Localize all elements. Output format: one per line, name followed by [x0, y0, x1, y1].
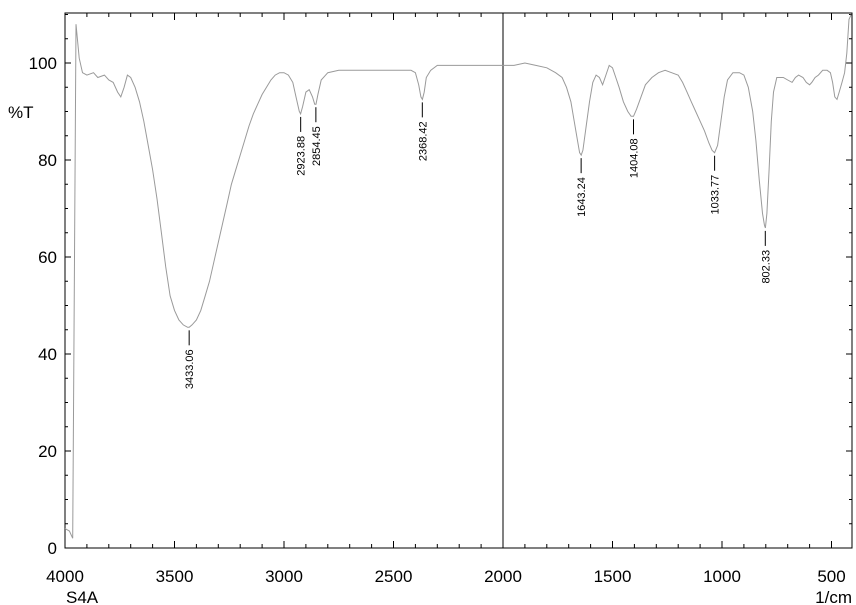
peak-label: 2854.45 [311, 126, 323, 166]
x-tick-label: 3500 [156, 567, 194, 586]
peak-label: 2368.42 [417, 121, 429, 161]
peak-marker: 1033.77 [710, 155, 722, 215]
x-tick-label: 500 [817, 567, 845, 586]
peak-marker: 1643.24 [576, 158, 588, 217]
peak-labels: 3433.06 2923.88 2854.45 2368.42 1643.24 1404.… [184, 102, 772, 389]
peak-marker: 2368.42 [417, 102, 429, 161]
x-tick-label: 4000 [46, 567, 84, 586]
peak-label: 3433.06 [184, 349, 196, 389]
x-tick-label: 3000 [265, 567, 303, 586]
y-tick-label: 0 [48, 539, 57, 558]
y-tick-label: 100 [29, 54, 57, 73]
peak-marker: 2923.88 [296, 116, 308, 176]
plot-frame [64, 12, 853, 549]
peak-marker: 1404.08 [629, 119, 641, 178]
y-tick-label: 20 [38, 442, 57, 461]
x-tick-label: 1000 [703, 567, 741, 586]
peak-label: 802.33 [760, 250, 772, 284]
spectrum-series-line [64, 14, 852, 539]
y-tick-label: 60 [38, 248, 57, 267]
peak-label: 2923.88 [296, 136, 308, 176]
peak-label: 1404.08 [629, 138, 641, 178]
peak-label: 1033.77 [710, 175, 722, 215]
peak-marker: 802.33 [760, 230, 772, 284]
x-axis-ticks: 4000 3500 3000 2500 2000 1500 1000 500 [46, 13, 846, 586]
x-axis-label: 1/cm [815, 588, 852, 605]
x-tick-label: 2000 [484, 567, 522, 586]
y-axis-label: %T [8, 103, 34, 122]
y-tick-label: 40 [38, 345, 57, 364]
peak-label: 1643.24 [576, 177, 588, 217]
peak-marker: 2854.45 [311, 107, 323, 166]
x-tick-label: 2500 [375, 567, 413, 586]
y-axis-ticks: 0 20 40 60 80 100 [29, 14, 852, 558]
x-tick-label: 1500 [594, 567, 632, 586]
y-tick-label: 80 [38, 151, 57, 170]
peak-marker: 3433.06 [184, 330, 196, 389]
sample-label: S4A [66, 588, 99, 605]
